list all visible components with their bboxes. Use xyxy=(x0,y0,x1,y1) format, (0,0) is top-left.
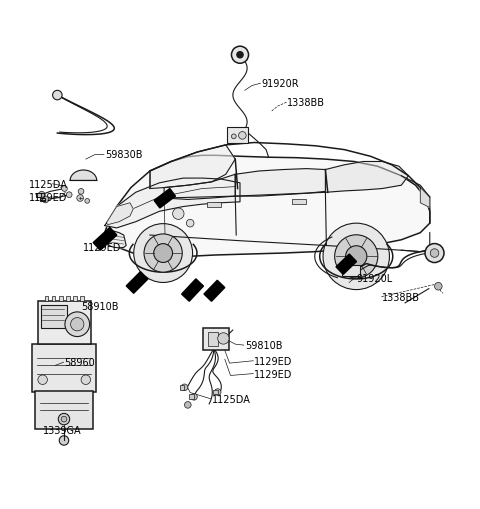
Bar xyxy=(208,332,218,346)
Circle shape xyxy=(144,235,182,273)
Circle shape xyxy=(71,318,84,331)
Circle shape xyxy=(66,192,72,198)
Text: 91920R: 91920R xyxy=(261,79,299,89)
Circle shape xyxy=(239,132,246,140)
Polygon shape xyxy=(70,171,96,181)
Circle shape xyxy=(191,394,197,401)
Polygon shape xyxy=(106,204,133,225)
Text: 58910B: 58910B xyxy=(81,302,119,312)
Text: 1338BB: 1338BB xyxy=(383,292,420,302)
Text: 1339GA: 1339GA xyxy=(43,426,82,436)
Bar xyxy=(342,266,360,276)
Circle shape xyxy=(430,249,439,258)
FancyArrow shape xyxy=(126,272,148,294)
Text: 59830B: 59830B xyxy=(105,150,142,160)
Text: 58960: 58960 xyxy=(64,357,95,367)
Polygon shape xyxy=(105,179,240,229)
Polygon shape xyxy=(105,232,126,248)
Bar xyxy=(213,390,218,394)
Circle shape xyxy=(346,246,367,267)
Bar xyxy=(38,302,91,345)
Circle shape xyxy=(53,91,62,101)
Polygon shape xyxy=(235,169,325,197)
Circle shape xyxy=(425,244,444,263)
Text: 1338BB: 1338BB xyxy=(288,98,325,108)
FancyArrow shape xyxy=(336,254,357,275)
Bar xyxy=(203,328,229,351)
Circle shape xyxy=(231,47,249,64)
FancyArrow shape xyxy=(93,228,117,251)
Circle shape xyxy=(154,244,172,263)
Text: 59810B: 59810B xyxy=(245,341,282,350)
Polygon shape xyxy=(325,162,408,193)
Circle shape xyxy=(184,402,191,408)
Circle shape xyxy=(81,375,91,385)
Bar xyxy=(73,296,77,302)
Circle shape xyxy=(323,224,389,290)
Circle shape xyxy=(58,414,70,425)
Circle shape xyxy=(236,52,244,60)
Bar xyxy=(80,296,84,302)
Circle shape xyxy=(231,135,236,139)
Circle shape xyxy=(134,224,192,283)
Bar xyxy=(207,203,221,207)
Circle shape xyxy=(77,195,84,202)
Bar xyxy=(189,394,194,400)
Text: 91920L: 91920L xyxy=(356,273,393,283)
Bar xyxy=(41,305,67,328)
Bar xyxy=(180,385,184,390)
FancyArrow shape xyxy=(154,189,176,209)
Text: 1125DA: 1125DA xyxy=(29,180,68,189)
Circle shape xyxy=(218,333,229,345)
Bar xyxy=(292,200,306,205)
Circle shape xyxy=(434,283,442,291)
Bar xyxy=(52,296,56,302)
Circle shape xyxy=(78,189,84,195)
Polygon shape xyxy=(420,188,430,208)
Text: 1129ED: 1129ED xyxy=(29,193,67,203)
Text: 1129ED: 1129ED xyxy=(254,356,293,366)
Circle shape xyxy=(59,436,69,445)
Circle shape xyxy=(181,384,188,391)
Text: 1129ED: 1129ED xyxy=(84,242,122,252)
Circle shape xyxy=(38,192,45,199)
Text: 1129ED: 1129ED xyxy=(254,369,293,379)
FancyArrow shape xyxy=(181,279,204,302)
Bar xyxy=(40,198,45,202)
Text: 1125DA: 1125DA xyxy=(212,394,251,404)
Bar xyxy=(59,296,62,302)
Circle shape xyxy=(65,312,90,337)
FancyArrow shape xyxy=(204,280,225,302)
Circle shape xyxy=(215,389,221,395)
Polygon shape xyxy=(150,146,235,189)
Circle shape xyxy=(38,375,48,385)
Circle shape xyxy=(42,197,49,204)
Bar xyxy=(36,193,41,197)
Circle shape xyxy=(85,199,90,204)
Circle shape xyxy=(173,209,184,220)
Polygon shape xyxy=(105,156,430,257)
Bar xyxy=(35,391,93,429)
Bar xyxy=(227,128,248,144)
Bar xyxy=(66,296,70,302)
Polygon shape xyxy=(164,175,235,200)
Circle shape xyxy=(335,235,378,278)
Circle shape xyxy=(186,220,194,228)
Bar xyxy=(45,296,48,302)
Circle shape xyxy=(61,186,67,192)
Bar xyxy=(32,345,96,392)
Circle shape xyxy=(61,416,67,422)
